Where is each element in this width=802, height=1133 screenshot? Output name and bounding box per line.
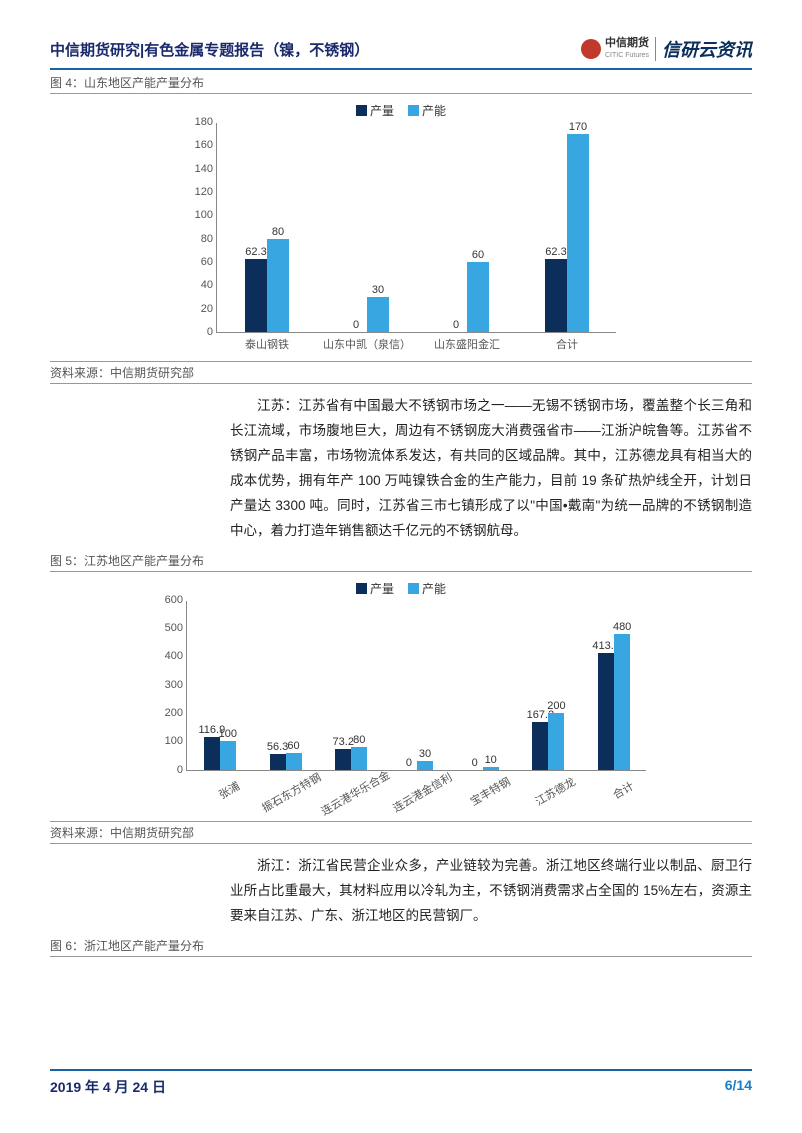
y-tick-label: 100 [165, 735, 187, 747]
fig4-chart-wrap: 产量产能02040608010012014016018062.380泰山钢铁03… [50, 96, 752, 357]
x-tick-label: 山东中凯（泉信） [317, 332, 417, 352]
bar-group: 413.6480 [581, 634, 647, 770]
bar-value-label: 200 [547, 700, 565, 712]
bar-group: 62.380 [217, 239, 317, 332]
logo-separator [655, 37, 656, 61]
x-tick-label: 泰山钢铁 [217, 332, 317, 352]
fig5-title: 图 5：江苏地区产能产量分布 [50, 552, 752, 572]
plot-area: 0100200300400500600116.9100张浦56.360振石东方特… [186, 601, 646, 771]
footer-rule [50, 1069, 752, 1071]
bar-group: 0 60 [417, 262, 517, 332]
page-header: 中信期货研究|有色金属专题报告（镍，不锈钢） 中信期货 CITIC Future… [50, 36, 752, 68]
bar-series1: 167.2 [532, 722, 548, 769]
bar-value-label: 30 [419, 748, 431, 760]
bar-value-label: 30 [372, 284, 384, 296]
y-tick-label: 120 [195, 186, 217, 198]
y-tick-label: 200 [165, 707, 187, 719]
citic-logo: 中信期货 CITIC Futures [581, 38, 649, 60]
fig5-source: 资料来源：中信期货研究部 [50, 821, 752, 844]
bar-value-label: 56.3 [267, 741, 288, 753]
fig4-chart: 产量产能02040608010012014016018062.380泰山钢铁03… [186, 102, 616, 355]
bar-series1: 73.2 [335, 749, 351, 770]
bar-group: 62.3170 [517, 134, 617, 332]
x-tick-label: 张浦 [208, 765, 242, 802]
header-title: 中信期货研究|有色金属专题报告（镍，不锈钢） [50, 39, 369, 60]
bar-group: 116.9100 [187, 737, 253, 770]
legend-item: 产能 [408, 580, 446, 597]
footer-row: 2019 年 4 月 24 日 6/14 [50, 1077, 752, 1097]
bar-value-label: 0 [453, 319, 459, 331]
bar-value-label: 0 [353, 319, 359, 331]
bar-series2: 30 [367, 297, 389, 332]
x-tick-label: 合计 [517, 332, 617, 352]
fig4-source: 资料来源：中信期货研究部 [50, 361, 752, 384]
y-tick-label: 400 [165, 650, 187, 662]
legend-swatch [356, 583, 367, 594]
legend-swatch [408, 583, 419, 594]
chart-legend: 产量产能 [156, 580, 646, 597]
bar-value-label: 0 [406, 757, 412, 769]
bar-series1: 62.3 [545, 259, 567, 332]
bar-value-label: 80 [353, 734, 365, 746]
bar-value-label: 0 [472, 757, 478, 769]
y-tick-label: 40 [201, 279, 217, 291]
bar-series1: 62.3 [245, 259, 267, 332]
legend-item: 产量 [356, 580, 394, 597]
y-tick-label: 0 [177, 764, 187, 776]
legend-swatch [408, 105, 419, 116]
legend-item: 产量 [356, 102, 394, 119]
bar-value-label: 480 [613, 621, 631, 633]
page: 中信期货研究|有色金属专题报告（镍，不锈钢） 中信期货 CITIC Future… [0, 0, 802, 1133]
y-tick-label: 300 [165, 679, 187, 691]
y-tick-label: 180 [195, 116, 217, 128]
y-tick-label: 20 [201, 303, 217, 315]
bar-series1: 56.3 [270, 754, 286, 770]
y-tick-label: 60 [201, 256, 217, 268]
y-tick-label: 600 [165, 594, 187, 606]
header-rule [50, 68, 752, 70]
xinyan-logo: 信研云资讯 [662, 36, 752, 62]
bar-value-label: 62.3 [545, 246, 566, 258]
bar-series1: 116.9 [204, 737, 220, 770]
bar-series2: 170 [567, 134, 589, 332]
legend-item: 产能 [408, 102, 446, 119]
fig5-chart-wrap: 产量产能0100200300400500600116.9100张浦56.360振… [50, 574, 752, 817]
bar-value-label: 170 [569, 121, 587, 133]
x-tick-label: 合计 [603, 765, 637, 802]
fig6-title: 图 6：浙江地区产能产量分布 [50, 937, 752, 957]
fig4-title: 图 4：山东地区产能产量分布 [50, 74, 752, 94]
y-tick-label: 500 [165, 622, 187, 634]
bar-group: 167.2200 [516, 713, 582, 770]
bar-value-label: 60 [287, 740, 299, 752]
bar-value-label: 80 [272, 226, 284, 238]
bar-series2: 480 [614, 634, 630, 770]
bar-group: 0 30 [317, 297, 417, 332]
bar-value-label: 60 [472, 249, 484, 261]
plot-area: 02040608010012014016018062.380泰山钢铁030山东中… [216, 123, 616, 333]
bar-value-label: 100 [219, 728, 237, 740]
bar-series2: 60 [467, 262, 489, 332]
fig5-chart: 产量产能0100200300400500600116.9100张浦56.360振… [156, 580, 646, 815]
paragraph-zhejiang: 浙江：浙江省民营企业众多，产业链较为完善。浙江地区终端行业以制品、厨卫行业所占比… [230, 854, 752, 929]
logo-a-name: 中信期货 [605, 37, 649, 49]
paragraph-jiangsu: 江苏：江苏省有中国最大不锈钢市场之一——无锡不锈钢市场，覆盖整个长三角和长江流域… [230, 394, 752, 544]
y-tick-label: 160 [195, 139, 217, 151]
y-tick-label: 80 [201, 233, 217, 245]
header-logos: 中信期货 CITIC Futures 信研云资讯 [581, 36, 752, 62]
bar-series1: 413.6 [598, 653, 614, 770]
citic-logo-icon [581, 39, 601, 59]
y-tick-label: 140 [195, 163, 217, 175]
chart-legend: 产量产能 [186, 102, 616, 119]
footer-page: 6/14 [725, 1077, 752, 1097]
citic-logo-text: 中信期货 CITIC Futures [605, 38, 649, 60]
bar-series2: 80 [267, 239, 289, 332]
page-footer: 2019 年 4 月 24 日 6/14 [50, 1069, 752, 1097]
logo-a-sub: CITIC Futures [605, 52, 649, 59]
bar-value-label: 62.3 [245, 246, 266, 258]
y-tick-label: 0 [207, 326, 217, 338]
legend-swatch [356, 105, 367, 116]
x-tick-label: 山东盛阳金汇 [417, 332, 517, 352]
footer-date: 2019 年 4 月 24 日 [50, 1077, 166, 1097]
y-tick-label: 100 [195, 209, 217, 221]
